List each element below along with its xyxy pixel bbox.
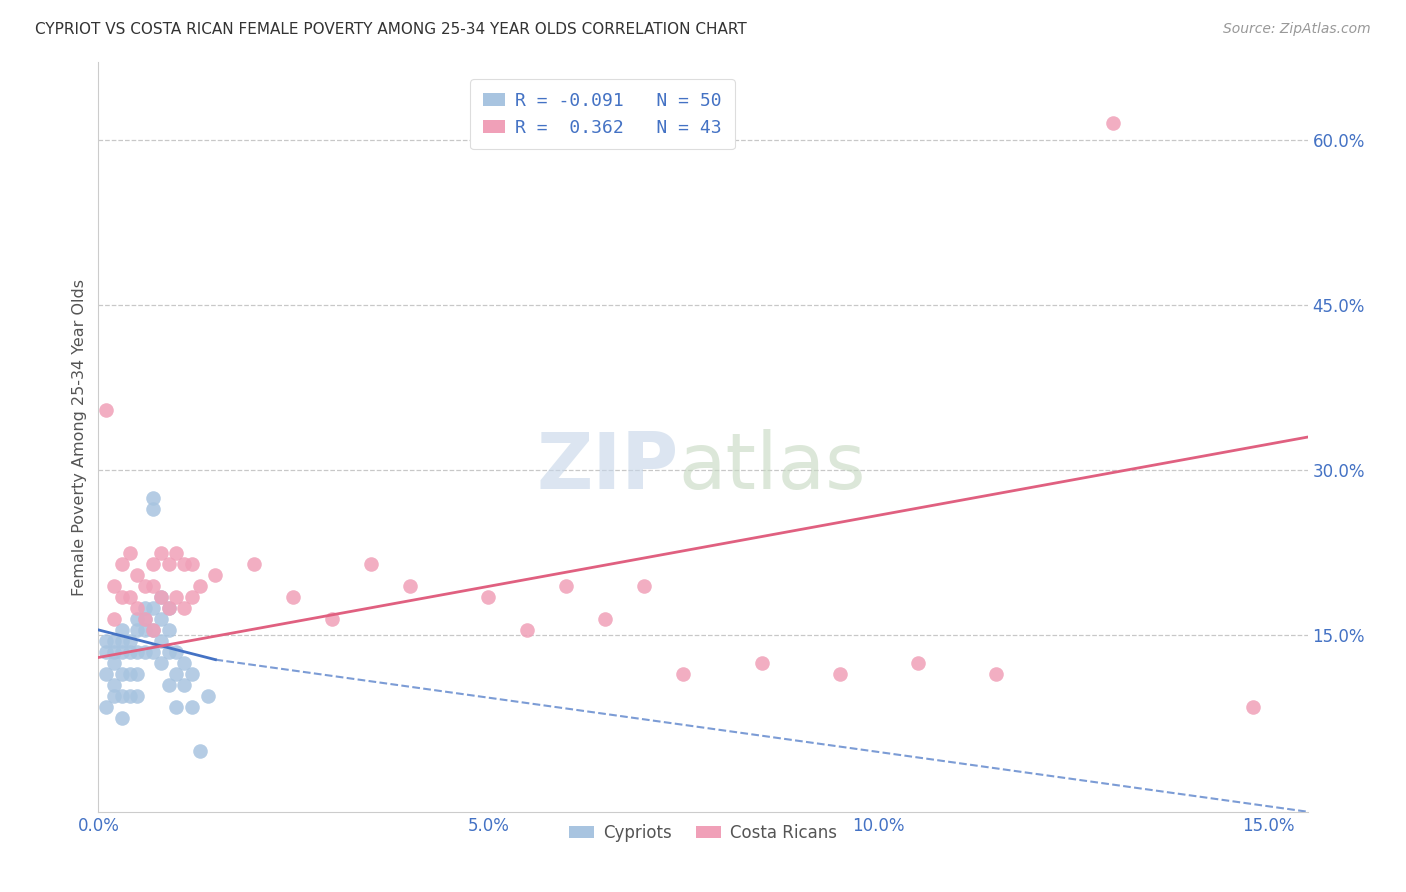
Point <box>111 667 134 681</box>
Point <box>118 645 141 659</box>
Point <box>142 600 165 615</box>
Point <box>134 600 156 615</box>
Point <box>118 689 141 703</box>
Point <box>188 579 211 593</box>
Point <box>127 689 149 703</box>
Point <box>103 612 125 626</box>
Point <box>516 623 538 637</box>
Point <box>103 689 125 703</box>
Point <box>283 590 305 604</box>
Point <box>243 557 266 571</box>
Point <box>149 656 172 670</box>
Point <box>96 645 118 659</box>
Point <box>165 667 187 681</box>
Point <box>181 700 204 714</box>
Point <box>111 557 134 571</box>
Point <box>173 678 195 692</box>
Point <box>149 546 172 560</box>
Point <box>173 557 195 571</box>
Point <box>103 579 125 593</box>
Point <box>672 667 695 681</box>
Point <box>118 667 141 681</box>
Point <box>477 590 499 604</box>
Point <box>142 501 165 516</box>
Point <box>96 634 118 648</box>
Point <box>142 491 165 505</box>
Point <box>1101 116 1123 130</box>
Point <box>907 656 929 670</box>
Point <box>111 689 134 703</box>
Point <box>134 612 156 626</box>
Point <box>360 557 382 571</box>
Point <box>111 645 134 659</box>
Point <box>103 656 125 670</box>
Point <box>142 557 165 571</box>
Point <box>157 623 180 637</box>
Point <box>149 590 172 604</box>
Point <box>111 623 134 637</box>
Point <box>633 579 655 593</box>
Point <box>149 612 172 626</box>
Point <box>828 667 851 681</box>
Point <box>1241 700 1264 714</box>
Point <box>173 656 195 670</box>
Point <box>118 634 141 648</box>
Point <box>127 667 149 681</box>
Point <box>111 634 134 648</box>
Point <box>157 645 180 659</box>
Point <box>165 700 187 714</box>
Point <box>118 590 141 604</box>
Point <box>157 600 180 615</box>
Point <box>134 579 156 593</box>
Point <box>103 645 125 659</box>
Point <box>197 689 219 703</box>
Point <box>111 590 134 604</box>
Point <box>96 700 118 714</box>
Point <box>127 623 149 637</box>
Point <box>142 579 165 593</box>
Point <box>96 667 118 681</box>
Point <box>555 579 578 593</box>
Point <box>103 678 125 692</box>
Point <box>188 744 211 758</box>
Point <box>157 557 180 571</box>
Point <box>127 567 149 582</box>
Point <box>149 590 172 604</box>
Point <box>127 645 149 659</box>
Point <box>181 667 204 681</box>
Text: CYPRIOT VS COSTA RICAN FEMALE POVERTY AMONG 25-34 YEAR OLDS CORRELATION CHART: CYPRIOT VS COSTA RICAN FEMALE POVERTY AM… <box>35 22 747 37</box>
Text: Source: ZipAtlas.com: Source: ZipAtlas.com <box>1223 22 1371 37</box>
Point <box>134 645 156 659</box>
Point <box>103 634 125 648</box>
Point <box>204 567 226 582</box>
Point <box>173 600 195 615</box>
Legend: Cypriots, Costa Ricans: Cypriots, Costa Ricans <box>562 817 844 848</box>
Point <box>157 600 180 615</box>
Point <box>165 645 187 659</box>
Text: ZIP: ZIP <box>537 429 679 505</box>
Point <box>96 402 118 417</box>
Point <box>321 612 343 626</box>
Point <box>157 678 180 692</box>
Point <box>134 623 156 637</box>
Point <box>399 579 422 593</box>
Point <box>751 656 773 670</box>
Point <box>595 612 617 626</box>
Text: atlas: atlas <box>679 429 866 505</box>
Point <box>149 634 172 648</box>
Point <box>181 557 204 571</box>
Point <box>142 645 165 659</box>
Point <box>127 600 149 615</box>
Point <box>127 612 149 626</box>
Point <box>111 711 134 725</box>
Point <box>142 623 165 637</box>
Point <box>134 612 156 626</box>
Point <box>118 546 141 560</box>
Point <box>142 623 165 637</box>
Point <box>165 546 187 560</box>
Y-axis label: Female Poverty Among 25-34 Year Olds: Female Poverty Among 25-34 Year Olds <box>72 278 87 596</box>
Point <box>181 590 204 604</box>
Point <box>165 590 187 604</box>
Point <box>984 667 1007 681</box>
